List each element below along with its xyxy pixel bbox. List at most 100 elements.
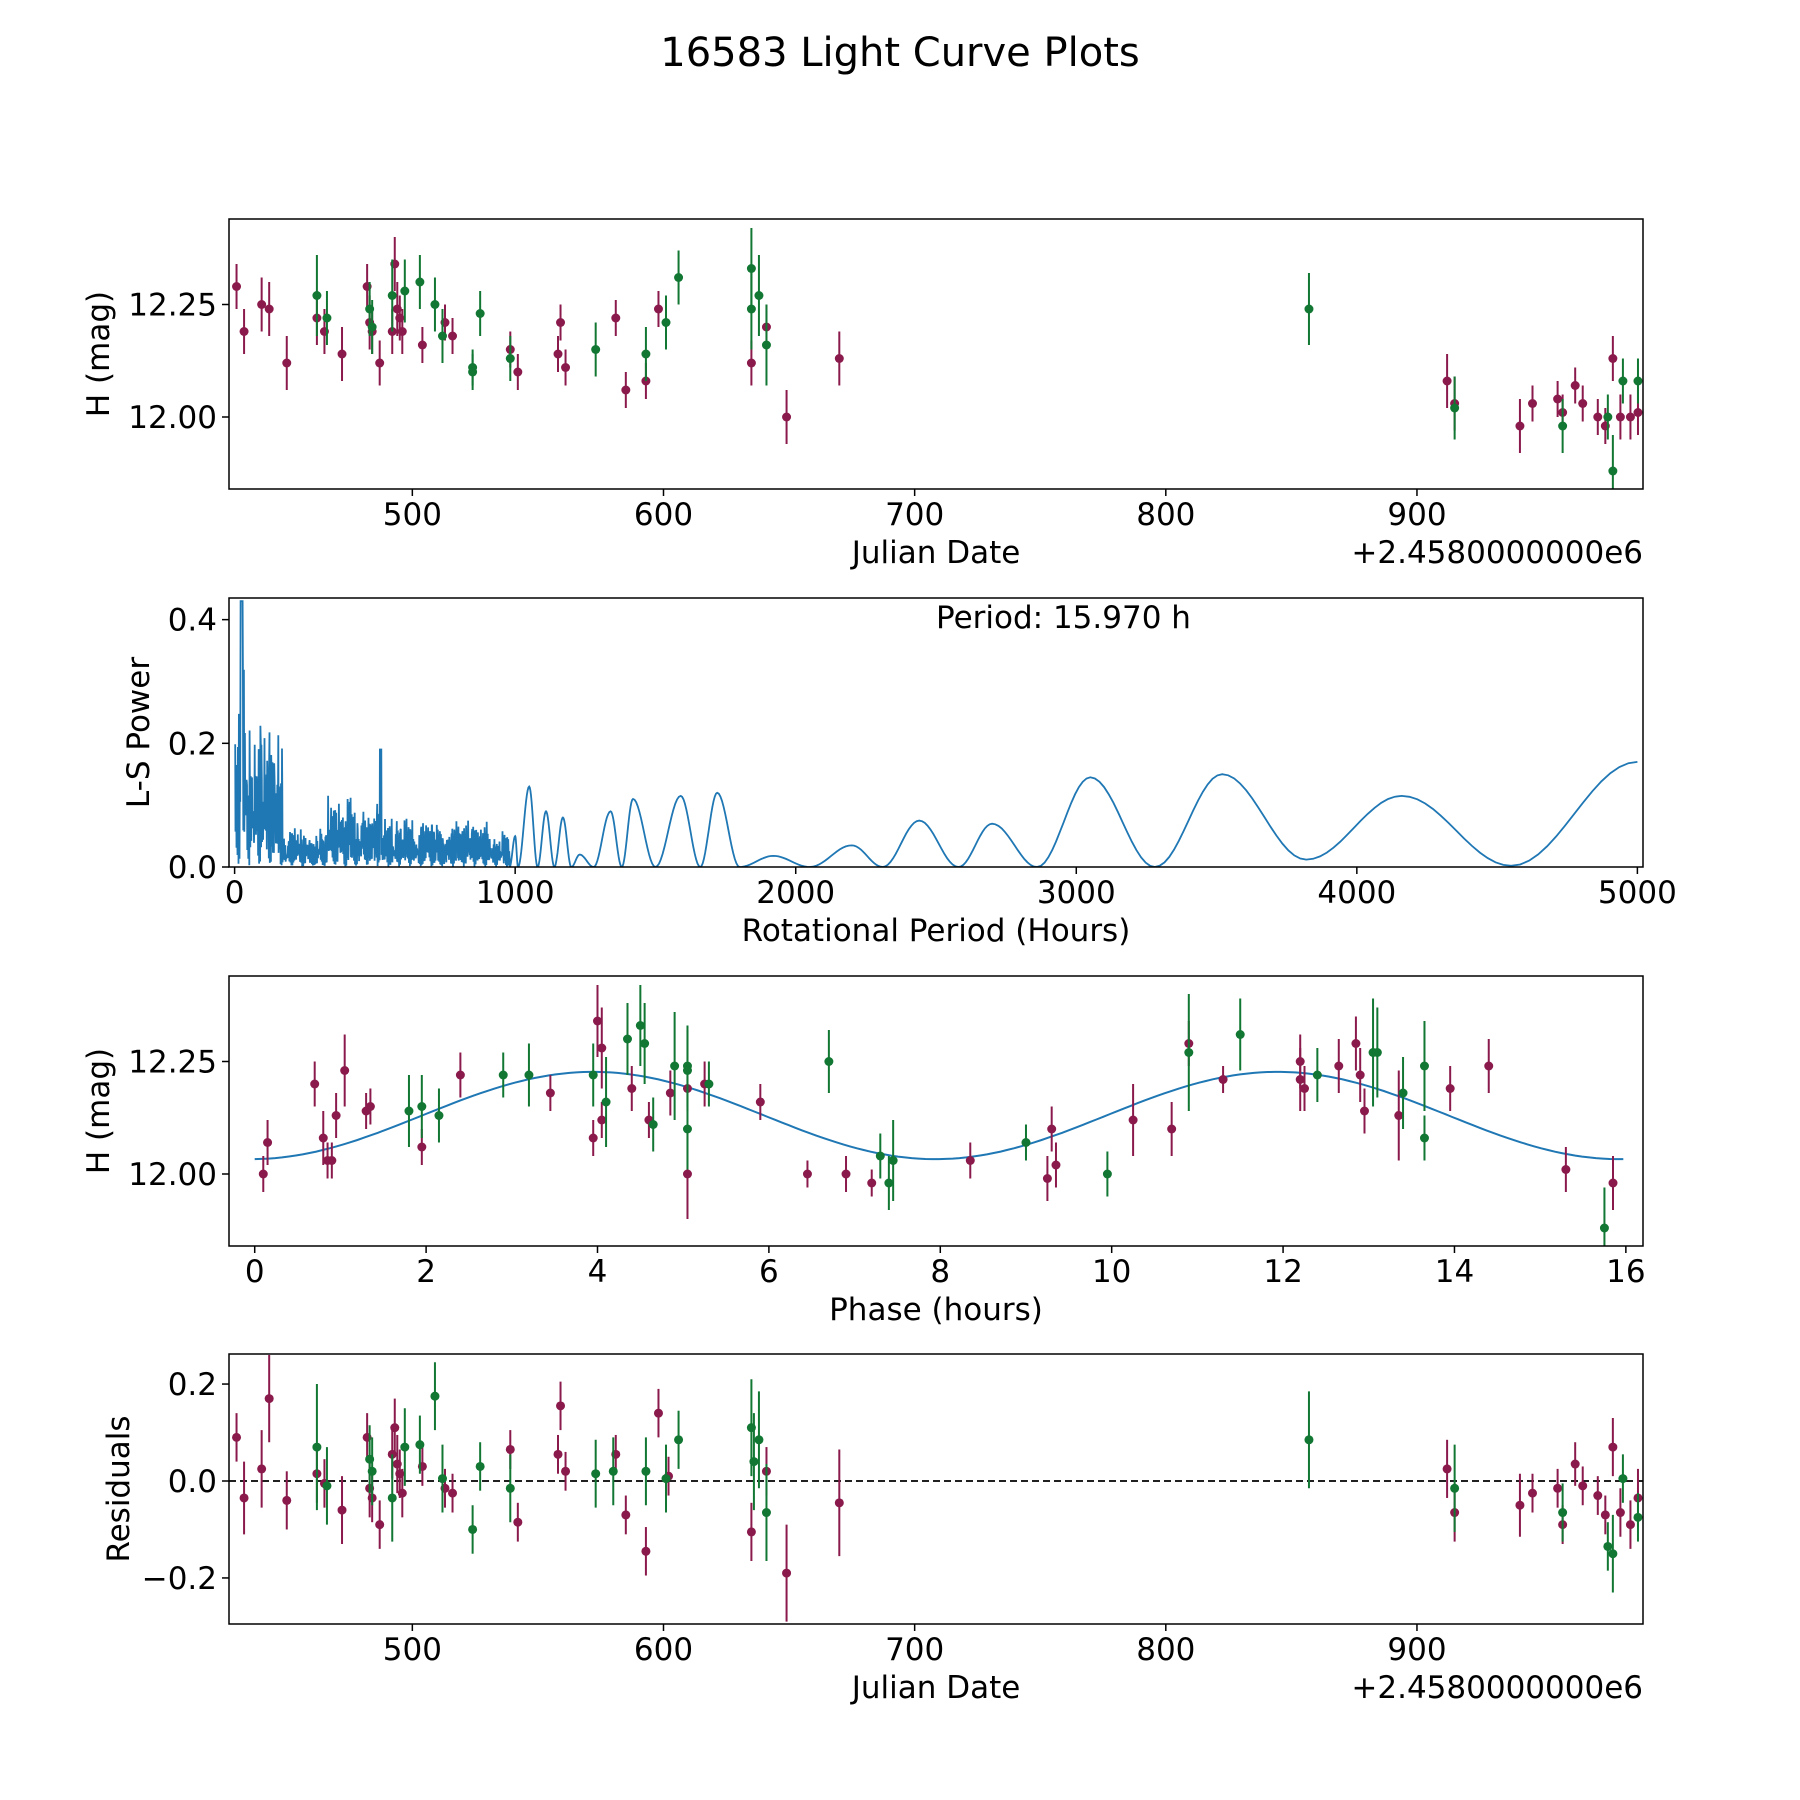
x-tick-label: 800: [1136, 497, 1195, 533]
y-tick-label: 0.0: [168, 850, 217, 886]
data-point: [1553, 1483, 1563, 1493]
y-tick-label: 0.2: [168, 1367, 217, 1403]
data-point: [455, 1070, 465, 1080]
data-point: [375, 1520, 385, 1530]
data-point: [1419, 1061, 1429, 1071]
x-tick-label: 1000: [476, 875, 555, 911]
data-point: [1235, 1030, 1245, 1039]
data-point: [556, 1401, 566, 1411]
x-axis-offset-label: +2.4580000000e6: [1351, 1670, 1643, 1706]
data-point: [746, 1527, 756, 1537]
x-axis-label: Phase (hours): [829, 1292, 1043, 1328]
data-point: [601, 1097, 611, 1107]
data-point: [430, 1391, 440, 1401]
data-point: [627, 1084, 637, 1093]
data-point: [1608, 354, 1618, 363]
data-point: [1561, 1165, 1571, 1174]
y-tick-label: 12.00: [128, 1157, 217, 1193]
data-point: [337, 349, 347, 359]
data-point: [322, 313, 332, 323]
data-point: [417, 340, 427, 350]
data-layer: [234, 600, 1638, 867]
data-point: [397, 1488, 407, 1498]
model-fit-line: [254, 1070, 1624, 1161]
x-tick-label: 800: [1136, 1632, 1195, 1668]
data-point: [1102, 1169, 1112, 1179]
data-point: [498, 1070, 508, 1080]
data-point: [1218, 1075, 1228, 1084]
data-point: [1394, 1111, 1404, 1120]
y-tick-label: 0.2: [168, 726, 217, 762]
data-point: [1603, 412, 1613, 422]
data-point: [682, 1066, 692, 1075]
data-point: [761, 340, 771, 350]
data-point: [337, 1505, 347, 1515]
data-point: [524, 1070, 534, 1080]
x-tick-label: 700: [885, 1632, 944, 1668]
data-point: [513, 1517, 523, 1527]
data-point: [1608, 1442, 1618, 1452]
x-tick-label: 600: [634, 1632, 693, 1668]
data-point: [282, 358, 292, 368]
data-point: [1527, 399, 1537, 408]
x-tick-label: 700: [885, 497, 944, 533]
y-tick-label: 0.4: [168, 603, 217, 639]
data-point: [264, 1394, 274, 1404]
data-point: [1618, 376, 1628, 386]
data-point: [824, 1057, 834, 1066]
data-point: [592, 1016, 602, 1026]
data-point: [640, 1039, 650, 1048]
data-point: [1167, 1124, 1177, 1134]
data-point: [331, 1111, 341, 1120]
data-point: [782, 412, 792, 422]
data-point: [1558, 1508, 1568, 1518]
data-point: [318, 1133, 328, 1143]
x-tick-label: 600: [634, 497, 693, 533]
data-point: [1515, 421, 1525, 431]
data-point: [468, 367, 478, 377]
data-point: [622, 1034, 632, 1044]
data-point: [475, 309, 485, 318]
data-point: [434, 1111, 444, 1120]
data-point: [282, 1495, 292, 1505]
data-point: [1603, 1541, 1613, 1551]
data-point: [1527, 1488, 1537, 1498]
y-axis-label: Residuals: [101, 1415, 137, 1562]
x-tick-label: 6: [759, 1254, 779, 1290]
data-point: [1618, 1474, 1628, 1484]
y-axis-label: H (mag): [81, 291, 117, 417]
data-point: [430, 300, 440, 309]
data-point: [1615, 412, 1625, 422]
data-point: [1042, 1174, 1052, 1183]
data-point: [1570, 1459, 1580, 1469]
data-point: [746, 304, 756, 314]
plot-frame: [228, 218, 1644, 490]
series-filter-g: [404, 985, 1609, 1246]
data-point: [1351, 1039, 1361, 1048]
data-point: [1633, 376, 1643, 386]
data-point: [468, 1524, 478, 1534]
x-tick-label: 12: [1263, 1254, 1302, 1290]
data-point: [1299, 1084, 1309, 1093]
data-point: [635, 1021, 645, 1030]
x-tick-label: 0: [245, 1254, 265, 1290]
data-point: [400, 1442, 410, 1452]
data-point: [965, 1156, 975, 1165]
data-point: [834, 1498, 844, 1508]
data-point: [561, 1466, 571, 1476]
data-point: [1450, 1483, 1460, 1493]
data-point: [670, 1061, 680, 1071]
data-point: [415, 277, 425, 287]
y-tick-label: 12.25: [128, 288, 217, 324]
data-point: [1578, 399, 1588, 408]
chart-panel-light-curve: 500 600 700 800 900 12.00 12.25 Julian Date H (m…: [81, 218, 1644, 571]
data-point: [415, 1440, 425, 1450]
data-point: [448, 331, 458, 341]
data-point: [834, 354, 844, 363]
data-point: [653, 304, 663, 314]
data-point: [782, 1568, 792, 1578]
data-point: [1608, 1178, 1618, 1188]
data-point: [641, 349, 651, 359]
data-point: [641, 1546, 651, 1556]
data-point: [1295, 1075, 1305, 1084]
